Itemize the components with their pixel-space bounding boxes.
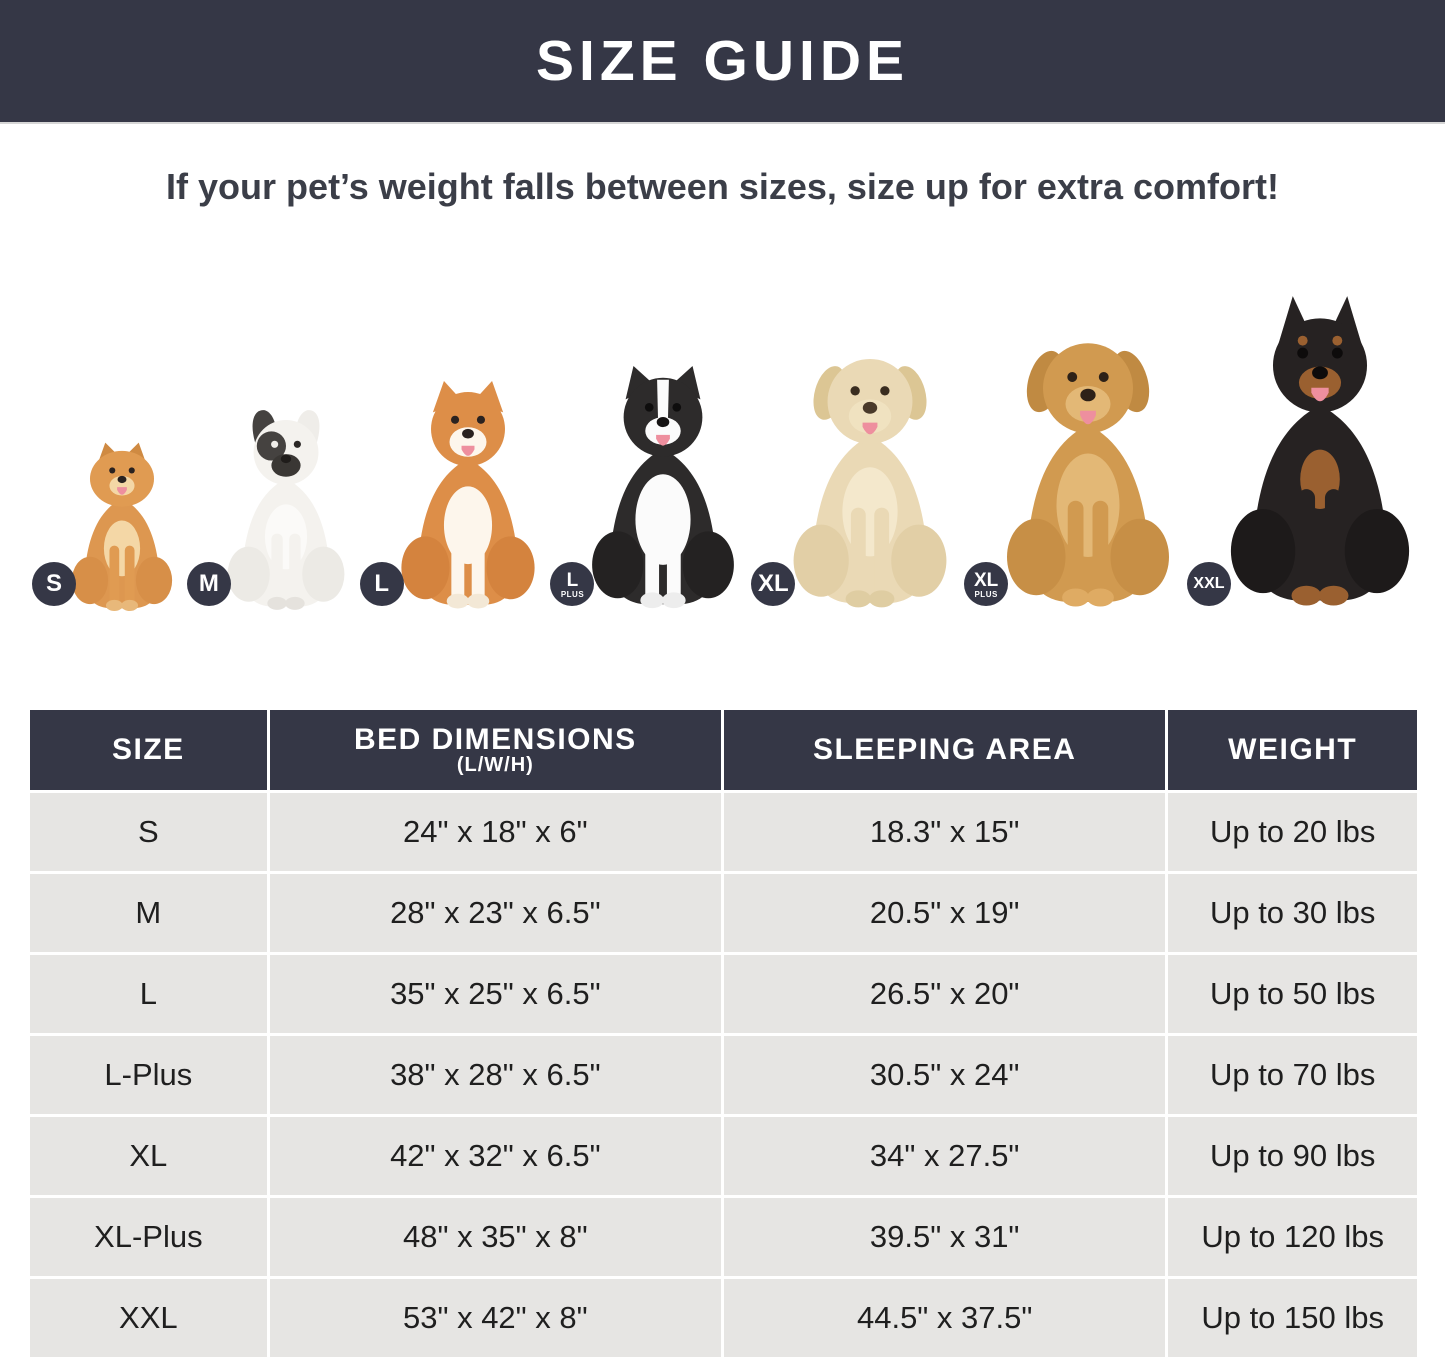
table-cell-weight: Up to 30 lbs xyxy=(1168,874,1417,952)
table-cell-weight: Up to 150 lbs xyxy=(1168,1279,1417,1357)
table-cell-dimensions: 53" x 42" x 8" xyxy=(269,1279,721,1357)
table-cell-weight: Up to 90 lbs xyxy=(1168,1117,1417,1195)
table-cell-size: XXL xyxy=(30,1279,267,1357)
table-cell-size: L-Plus xyxy=(30,1036,267,1114)
column-header-bed-dimensions: BED DIMENSIONS (L/W/H) xyxy=(269,710,721,790)
table-cell-dimensions: 28" x 23" x 6.5" xyxy=(269,874,721,952)
column-header-weight: WEIGHT xyxy=(1168,710,1417,790)
size-badge-xl-plus: XL PLUS xyxy=(964,562,1009,606)
dog-figure-s: S xyxy=(32,437,178,618)
table-cell-dimensions: 42" x 32" x 6.5" xyxy=(269,1117,721,1195)
table-cell-sleeping-area: 34" x 27.5" xyxy=(724,1117,1166,1195)
size-badge-m: M xyxy=(186,562,231,606)
table-cell-weight: Up to 50 lbs xyxy=(1168,955,1417,1033)
table-cell-dimensions: 48" x 35" x 8" xyxy=(269,1198,721,1276)
shiba-inu-dog-icon xyxy=(401,380,535,609)
table-cell-size: XL-Plus xyxy=(30,1198,267,1276)
size-badge-xxl-label: XXL xyxy=(1193,575,1225,592)
column-header-size: SIZE xyxy=(30,710,267,790)
dog-size-row: S xyxy=(0,283,1445,618)
table-cell-size: XL xyxy=(30,1117,267,1195)
dog-figure-l-plus: L PLUS xyxy=(550,362,742,618)
page-title: SIZE GUIDE xyxy=(535,29,910,93)
dog-figure-xl-plus: XL PLUS xyxy=(964,325,1178,618)
table-cell-sleeping-area: 30.5" x 24" xyxy=(724,1036,1166,1114)
size-badge-s: S xyxy=(32,562,76,606)
table-cell-sleeping-area: 20.5" x 19" xyxy=(724,874,1166,952)
column-header-weight-label: WEIGHT xyxy=(1228,733,1358,767)
table-cell-dimensions: 38" x 28" x 6.5" xyxy=(269,1036,721,1114)
size-badge-l-plus: L PLUS xyxy=(550,562,595,606)
size-badge-xxl: XXL xyxy=(1186,562,1231,606)
column-header-sleeping-area-label: SLEEPING AREA xyxy=(812,733,1077,767)
size-badge-l-plus-label: L xyxy=(566,570,579,591)
pomeranian-dog-icon xyxy=(71,442,173,612)
size-badge-xl-plus-label: XL xyxy=(974,570,999,591)
doberman-dog-icon xyxy=(1230,296,1410,606)
french-bulldog-dog-icon xyxy=(227,410,345,610)
column-header-sleeping-area: SLEEPING AREA xyxy=(724,710,1166,790)
table-cell-weight: Up to 20 lbs xyxy=(1168,793,1417,871)
golden-retriever-dog-icon xyxy=(1007,343,1170,607)
table-cell-size: S xyxy=(30,793,267,871)
dog-figure-xxl: XXL xyxy=(1186,296,1419,618)
table-cell-weight: Up to 120 lbs xyxy=(1168,1198,1417,1276)
dog-figure-xl: XL xyxy=(751,342,955,618)
border-collie-dog-icon xyxy=(592,365,735,609)
table-cell-dimensions: 24" x 18" x 6" xyxy=(269,793,721,871)
size-badge-xl: XL xyxy=(751,562,796,606)
dog-figure-m: M xyxy=(186,407,351,618)
table-cell-weight: Up to 70 lbs xyxy=(1168,1036,1417,1114)
labrador-dog-icon xyxy=(793,358,947,608)
subtitle: If your pet’s weight falls between sizes… xyxy=(166,166,1279,207)
table-cell-sleeping-area: 39.5" x 31" xyxy=(724,1198,1166,1276)
table-cell-size: L xyxy=(30,955,267,1033)
size-badge-l-label: L xyxy=(374,570,389,597)
table-cell-sleeping-area: 26.5" x 20" xyxy=(724,955,1166,1033)
size-badge-xl-label: XL xyxy=(757,570,789,597)
table-cell-dimensions: 35" x 25" x 6.5" xyxy=(269,955,721,1033)
table-cell-sleeping-area: 44.5" x 37.5" xyxy=(724,1279,1166,1357)
column-header-size-label: SIZE xyxy=(111,733,185,767)
size-table: SIZE BED DIMENSIONS (L/W/H) SLEEPING ARE… xyxy=(30,710,1417,1357)
table-cell-sleeping-area: 18.3" x 15" xyxy=(724,793,1166,871)
column-header-bed-dimensions-sublabel: (L/W/H) xyxy=(456,754,534,777)
dog-figure-l: L xyxy=(359,377,542,618)
header-bar: SIZE GUIDE xyxy=(0,0,1445,124)
size-badge-s-label: S xyxy=(45,570,62,597)
table-cell-size: M xyxy=(30,874,267,952)
size-badge-xl-plus-sublabel: PLUS xyxy=(974,590,998,599)
size-badge-l: L xyxy=(359,562,404,606)
column-header-bed-dimensions-label: BED DIMENSIONS xyxy=(353,722,637,756)
size-badge-l-plus-sublabel: PLUS xyxy=(560,590,585,599)
size-badge-m-label: M xyxy=(198,570,219,597)
